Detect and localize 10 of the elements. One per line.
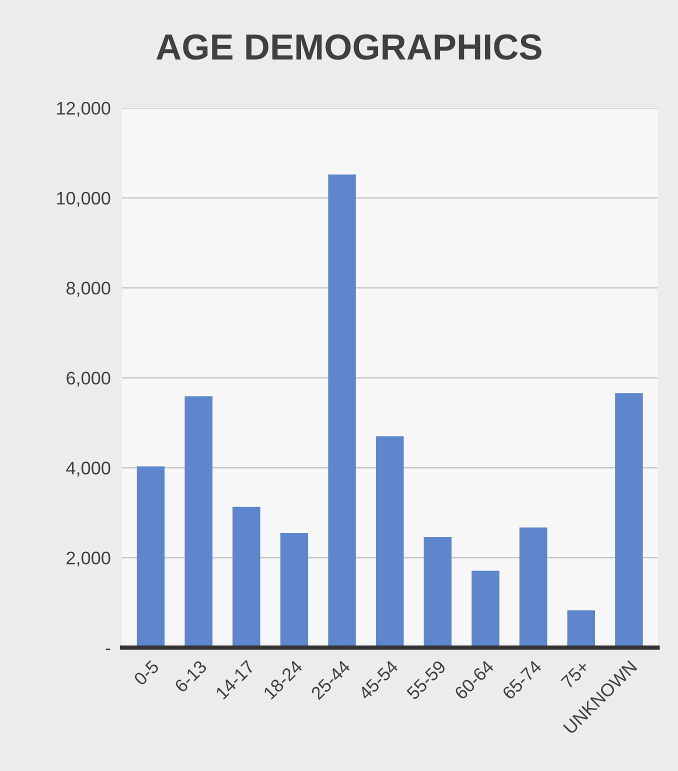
y-tick-label: 4,000 — [66, 462, 110, 477]
y-tick-label: - — [106, 648, 110, 650]
chart-title: AGE DEMOGRAPHICS — [156, 34, 542, 60]
y-tick-label: 8,000 — [66, 282, 110, 297]
y-tick-label: 10,000 — [57, 192, 110, 207]
y-tick-label: 2,000 — [66, 552, 110, 567]
y-tick-label: 12,000 — [57, 102, 110, 117]
x-tick-label: 6-13 — [174, 660, 208, 694]
y-tick-label: 6,000 — [66, 372, 110, 387]
x-tick-label: 0-5 — [133, 660, 160, 686]
